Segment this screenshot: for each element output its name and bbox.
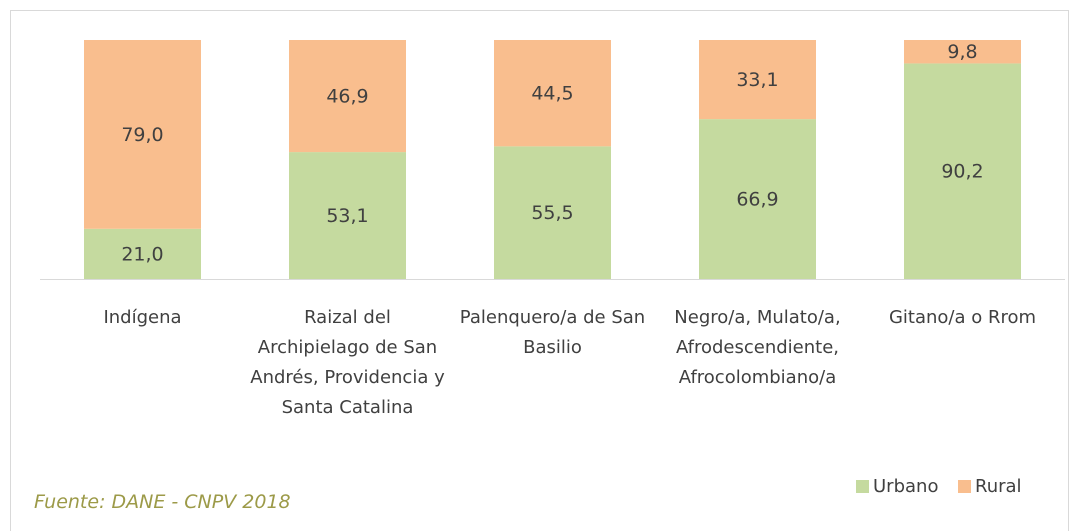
- frame: [10, 10, 1069, 531]
- data-label: 90,2: [941, 161, 983, 183]
- x-tick-label: Gitano/a o Rrom: [888, 307, 1037, 328]
- legend-item: Rural: [958, 476, 1022, 497]
- data-label: 21,0: [121, 243, 163, 265]
- data-label: 79,0: [121, 124, 163, 146]
- bar-segment: [84, 228, 201, 279]
- x-tick-label: Negro/a, Mulato/a, Afrodescendiente, Afr…: [674, 307, 841, 388]
- legend-swatch: [958, 480, 971, 493]
- data-label: 33,1: [736, 69, 778, 91]
- bar-segment: [699, 40, 816, 120]
- x-tick-label: Raizal del Archipielago de San Andrés, P…: [250, 307, 445, 418]
- source: Fuente: DANE - CNPV 2018: [34, 491, 291, 513]
- bar-segment: [289, 40, 406, 153]
- data-label: 44,5: [531, 83, 573, 105]
- bar-segment: [84, 40, 201, 229]
- bar-segment: [289, 152, 406, 279]
- data-label: 9,8: [947, 41, 977, 63]
- data-label: 66,9: [736, 189, 778, 211]
- bar-segment: [699, 119, 816, 279]
- bar-segment: [904, 40, 1021, 64]
- legend-label: Urbano: [873, 476, 939, 497]
- legend-item: Urbano: [856, 476, 938, 497]
- bar-segment: [494, 146, 611, 279]
- legend-label: Rural: [975, 476, 1022, 497]
- bar-segment: [494, 40, 611, 147]
- data-label: 46,9: [326, 86, 368, 108]
- x-tick-label: Indígena: [103, 307, 182, 328]
- data-label: 55,5: [531, 202, 573, 224]
- data-label: 53,1: [326, 205, 368, 227]
- legend-swatch: [856, 480, 869, 493]
- x-tick-label: Palenquero/a de San Basilio: [459, 307, 646, 358]
- bar-segment: [904, 63, 1021, 280]
